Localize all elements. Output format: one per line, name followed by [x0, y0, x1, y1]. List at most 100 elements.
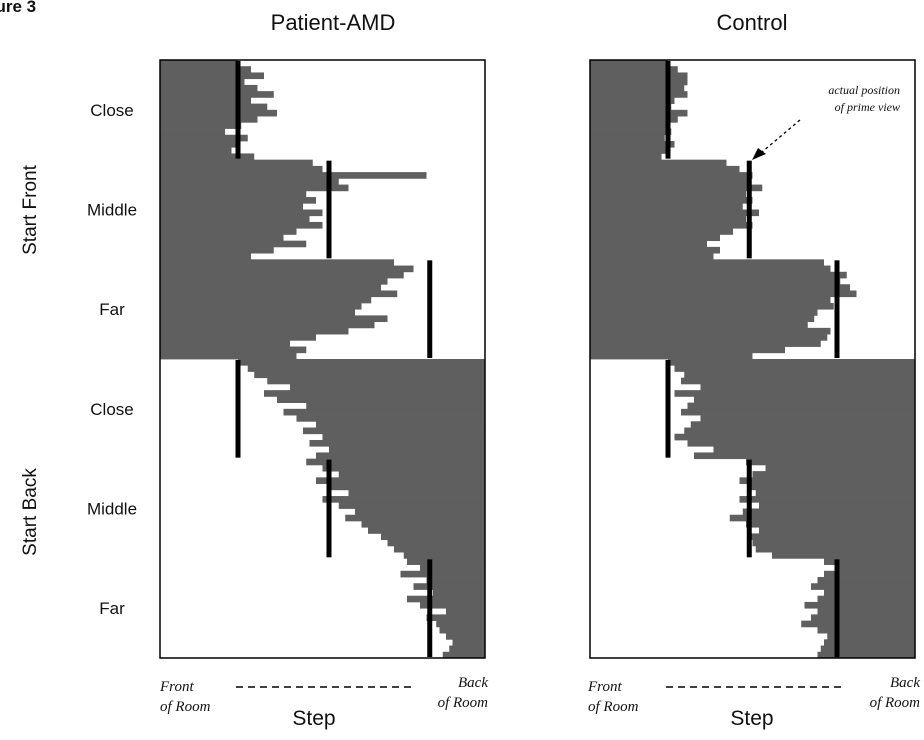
trial-bar — [590, 221, 753, 229]
trial-bar — [590, 259, 824, 266]
trial-bar — [338, 471, 485, 478]
trial-bar — [160, 271, 404, 279]
trial-bar — [590, 309, 818, 316]
actual-position-marker — [235, 360, 241, 458]
trial-bar — [590, 159, 727, 167]
trial-bar — [590, 302, 834, 310]
group-label-start-back: Start Back — [20, 468, 41, 556]
trial-bar — [329, 483, 485, 491]
trial-bar — [316, 452, 485, 460]
trial-bar — [160, 134, 248, 142]
trial-bar — [590, 321, 808, 329]
condition-label: Middle — [87, 500, 137, 519]
group-label-start-front: Start Front — [20, 164, 41, 254]
trial-bar — [322, 496, 485, 503]
trial-bar — [590, 184, 763, 192]
actual-position-marker — [427, 559, 433, 657]
trial-bar — [590, 240, 707, 248]
trial-bar — [700, 383, 915, 391]
trial-bar — [674, 365, 915, 372]
trial-bar — [590, 109, 688, 117]
trial-bar — [755, 545, 915, 553]
condition-label: Close — [90, 101, 133, 120]
condition-labels: Close Middle Far Close Middle Far — [87, 101, 137, 618]
trial-bar — [160, 140, 238, 148]
trial-bar — [160, 246, 274, 254]
trial-bar — [729, 514, 915, 522]
panel-title: Control — [717, 10, 788, 35]
trial-bar — [590, 84, 685, 92]
x-left-label-line1: Front — [587, 679, 622, 695]
annotation: actual position of prime view — [752, 83, 900, 160]
trial-bar — [160, 315, 388, 323]
trial-bar — [368, 527, 485, 534]
trial-bar — [426, 614, 485, 622]
trial-bar — [160, 78, 245, 86]
trial-bar — [160, 84, 258, 92]
trial-bar — [804, 601, 915, 609]
trial-bar — [681, 377, 915, 385]
bars-layer — [160, 60, 485, 659]
trial-bar — [160, 190, 307, 198]
trial-bar — [306, 458, 485, 466]
figure-label: Figure 3 — [0, 0, 36, 16]
trial-bar — [446, 608, 485, 615]
trial-bar — [160, 284, 381, 291]
trial-bar — [160, 221, 323, 229]
trial-bar — [436, 620, 485, 628]
x-axis-annotation: Front of Room Back of Room Step — [159, 675, 488, 730]
trial-bar — [296, 415, 485, 422]
trial-bar — [752, 471, 915, 478]
trial-bar — [590, 340, 821, 347]
panel-patient-amd: Patient-AMD Close Middle Far Close Middle Far… — [87, 10, 488, 730]
trial-bar — [590, 290, 857, 298]
trial-bar — [590, 315, 815, 323]
trial-bar — [590, 215, 746, 223]
trial-bar — [668, 359, 915, 366]
trial-bar — [824, 570, 915, 578]
trial-bar — [817, 595, 915, 603]
trial-bar — [752, 539, 915, 547]
trial-bar — [759, 527, 915, 534]
trial-bar — [160, 122, 242, 129]
trial-bar — [160, 159, 313, 167]
trial-bar — [160, 259, 394, 266]
actual-position-marker — [326, 459, 332, 558]
trial-bar — [590, 178, 750, 185]
trial-bar — [684, 427, 915, 435]
trial-bar — [426, 577, 485, 584]
bars-layer — [590, 60, 915, 659]
trial-bar — [420, 564, 485, 572]
trial-bar — [749, 533, 915, 541]
x-left-label-line2: of Room — [160, 699, 211, 715]
plot-frame — [159, 59, 486, 659]
trial-bar — [590, 78, 688, 86]
actual-position-markers — [665, 61, 840, 657]
condition-label: Middle — [87, 201, 137, 220]
trial-bar — [700, 415, 915, 422]
trial-bar — [160, 228, 297, 235]
trial-bar — [329, 446, 485, 453]
trial-bar — [746, 520, 915, 528]
trial-bar — [309, 439, 485, 447]
actual-position-marker — [834, 260, 840, 358]
annotation-arrowhead — [752, 148, 766, 160]
trial-bar — [160, 172, 427, 179]
trial-bar — [687, 402, 915, 410]
panel-title: Patient-AMD — [271, 10, 396, 35]
trial-bar — [413, 583, 485, 590]
trial-bar — [590, 203, 743, 210]
actual-position-marker — [235, 61, 241, 159]
trial-bar — [322, 433, 485, 441]
annotation-line1: actual position — [828, 83, 900, 97]
trial-bar — [160, 197, 316, 204]
trial-bar — [160, 209, 323, 217]
trial-bar — [590, 103, 672, 111]
trial-bar — [160, 346, 307, 354]
trial-bar — [590, 140, 675, 148]
trial-bar — [160, 97, 251, 105]
trial-bar — [348, 489, 485, 497]
trial-bar — [590, 234, 720, 242]
trial-bar — [590, 327, 831, 335]
trial-bar — [160, 240, 307, 248]
